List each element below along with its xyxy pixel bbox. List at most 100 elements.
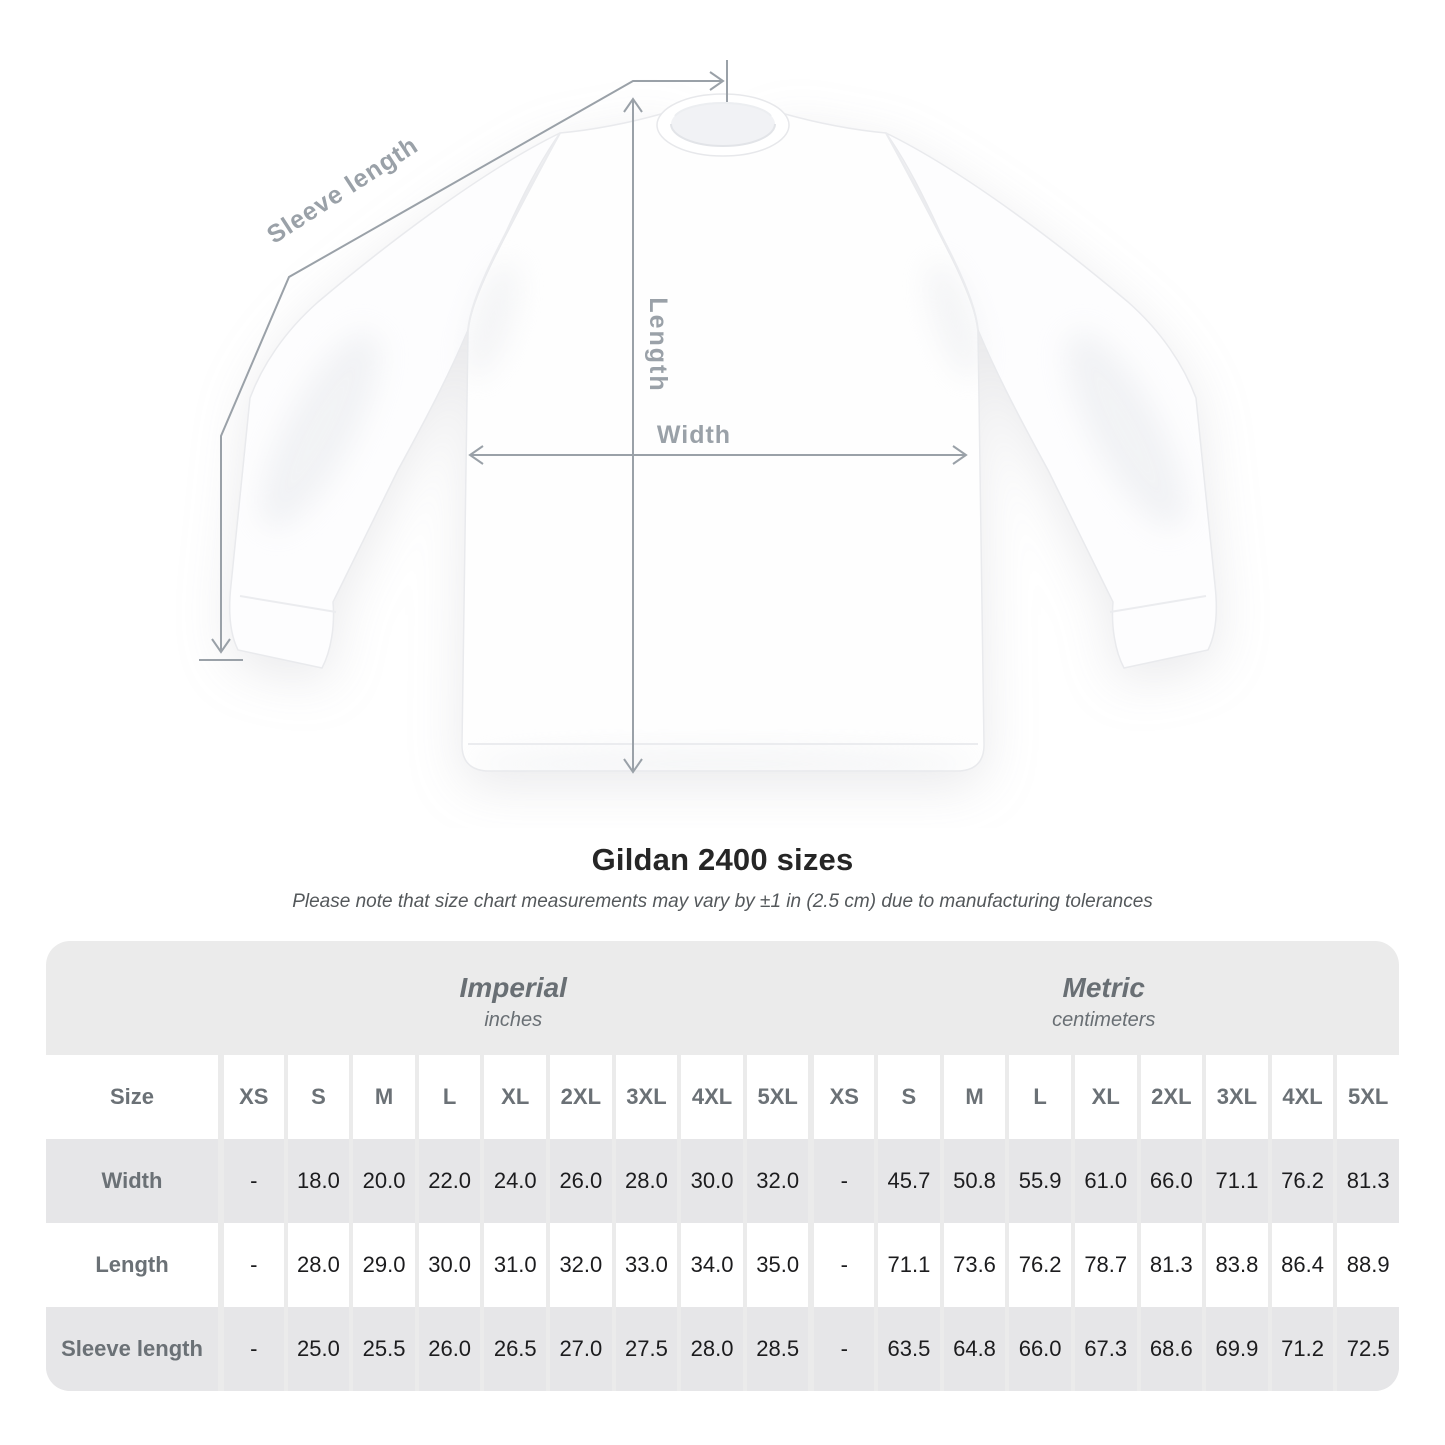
measurement-value: 88.9	[1333, 1223, 1399, 1307]
measurement-value: 20.0	[349, 1139, 415, 1223]
measurement-value: -	[218, 1307, 284, 1391]
size-header-metric-3xl: 3XL	[1202, 1055, 1268, 1139]
measurement-value: 27.0	[546, 1307, 612, 1391]
measurement-value: 31.0	[480, 1223, 547, 1307]
column-header-row: Size XS S M L XL 2XL 3XL 4XL 5XL XS S M L XL 2XL 3XL 4XL 5…	[46, 1055, 1399, 1139]
size-header-metric-l: L	[1005, 1055, 1071, 1139]
measurement-value: 76.2	[1005, 1223, 1071, 1307]
measurement-value: 63.5	[874, 1307, 940, 1391]
measurement-value: -	[218, 1223, 284, 1307]
measurement-value: 66.0	[1005, 1307, 1071, 1391]
size-table: Size XS S M L XL 2XL 3XL 4XL 5XL XS S M L XL 2XL 3XL 4XL 5…	[46, 1055, 1399, 1391]
arrowhead-down-icon	[211, 638, 231, 654]
measurement-value: -	[808, 1139, 875, 1223]
band-spacer	[46, 941, 218, 1055]
measurement-value: 24.0	[480, 1139, 547, 1223]
size-header-metric-m: M	[939, 1055, 1006, 1139]
metric-section-header: Metric centimeters	[809, 941, 1400, 1055]
measurement-row-length: Length -28.0 29.0 30.0 31.0 32.0 33.0 34.0 35.0-…	[46, 1223, 1399, 1307]
measurement-value: 55.9	[1005, 1139, 1071, 1223]
measurement-value: 50.8	[939, 1139, 1006, 1223]
width-label: Width	[657, 421, 731, 449]
measurement-value: 45.7	[874, 1139, 940, 1223]
measurement-value: 34.0	[677, 1223, 743, 1307]
measurement-value: -	[218, 1139, 284, 1223]
size-header-metric-s: S	[874, 1055, 940, 1139]
size-header-metric-5xl: 5XL	[1333, 1055, 1399, 1139]
measurement-value: 71.1	[1202, 1139, 1268, 1223]
measurement-value: 69.9	[1202, 1307, 1268, 1391]
imperial-section-header: Imperial inches	[218, 941, 809, 1055]
sleeve-length-label: Sleeve length	[262, 131, 423, 249]
measurement-value: 26.5	[480, 1307, 547, 1391]
size-header-imperial-3xl: 3XL	[611, 1055, 678, 1139]
measurement-value: 76.2	[1267, 1139, 1334, 1223]
measurement-value: 81.3	[1333, 1139, 1399, 1223]
shirt-shading	[260, 260, 1186, 771]
measurement-value: 28.5	[742, 1307, 809, 1391]
measurement-value: 32.0	[742, 1139, 809, 1223]
shirt-measurement-diagram: Sleeve length Length Width	[199, 60, 1218, 774]
size-header-metric-xs: XS	[808, 1055, 875, 1139]
measurement-value: -	[808, 1223, 875, 1307]
metric-label: Metric	[1062, 972, 1145, 1003]
measurement-value: 66.0	[1136, 1139, 1203, 1223]
measurement-value: 68.6	[1136, 1307, 1203, 1391]
measurement-value: 86.4	[1267, 1223, 1334, 1307]
measurement-value: 32.0	[546, 1223, 612, 1307]
measurement-value: 67.3	[1070, 1307, 1137, 1391]
measurement-value: 71.1	[874, 1223, 940, 1307]
size-header-imperial-2xl: 2XL	[546, 1055, 612, 1139]
measurement-value: 81.3	[1136, 1223, 1203, 1307]
measurement-value: 61.0	[1070, 1139, 1137, 1223]
measurement-value: -	[808, 1307, 875, 1391]
size-header-imperial-xs: XS	[218, 1055, 284, 1139]
measurement-value: 25.0	[283, 1307, 350, 1391]
length-label: Length	[644, 297, 672, 392]
size-header-metric-xl: XL	[1070, 1055, 1137, 1139]
size-header-metric-2xl: 2XL	[1136, 1055, 1203, 1139]
measurement-value: 25.5	[349, 1307, 415, 1391]
measurement-value: 73.6	[939, 1223, 1006, 1307]
measurement-value: 71.2	[1267, 1307, 1334, 1391]
title-block: Gildan 2400 sizes Please note that size …	[0, 842, 1445, 913]
size-header-imperial-5xl: 5XL	[742, 1055, 809, 1139]
row-label: Length	[46, 1223, 218, 1307]
sleeve-length-measure-line	[220, 80, 721, 650]
measurement-value: 30.0	[677, 1139, 743, 1223]
arrowhead-right-icon	[952, 445, 968, 465]
size-header-imperial-l: L	[414, 1055, 481, 1139]
size-header-imperial-m: M	[349, 1055, 415, 1139]
arrowhead-left-icon	[468, 445, 484, 465]
size-chart-card: Imperial inches Metric centimeters Size X…	[46, 941, 1399, 1391]
metric-unit: centimeters	[1052, 1009, 1156, 1031]
measurement-value: 72.5	[1333, 1307, 1399, 1391]
measurement-value: 29.0	[349, 1223, 415, 1307]
measurement-value: 22.0	[414, 1139, 481, 1223]
size-header-imperial-xl: XL	[480, 1055, 547, 1139]
measurement-value: 33.0	[611, 1223, 678, 1307]
shirt-diagram-svg: Sleeve length Length Width	[199, 60, 1218, 774]
row-label: Sleeve length	[46, 1307, 218, 1391]
imperial-unit: inches	[484, 1009, 543, 1031]
size-guide-page: Sleeve length Length Width Gildan 2400 s…	[0, 60, 1445, 1391]
collar	[656, 93, 790, 157]
measurement-value: 26.0	[414, 1307, 481, 1391]
arrowhead-up-icon	[623, 97, 643, 113]
measurement-value: 78.7	[1070, 1223, 1137, 1307]
measurement-value: 28.0	[283, 1223, 350, 1307]
size-header-metric-4xl: 4XL	[1267, 1055, 1334, 1139]
page-title: Gildan 2400 sizes	[591, 842, 854, 877]
measurement-value: 28.0	[677, 1307, 743, 1391]
measurement-value: 64.8	[939, 1307, 1006, 1391]
arrowhead-right-icon	[709, 71, 725, 91]
size-header-imperial-s: S	[283, 1055, 350, 1139]
measurement-value: 35.0	[742, 1223, 809, 1307]
shirt-seams	[239, 132, 1207, 745]
unit-section-header: Imperial inches Metric centimeters	[46, 941, 1399, 1055]
arrowhead-down-icon	[623, 758, 643, 774]
measurement-row-width: Width -18.0 20.0 22.0 24.0 26.0 28.0 30.0 32.0-4…	[46, 1139, 1399, 1223]
measurement-value: 18.0	[283, 1139, 350, 1223]
imperial-label: Imperial	[459, 972, 567, 1003]
measurement-value: 28.0	[611, 1139, 678, 1223]
